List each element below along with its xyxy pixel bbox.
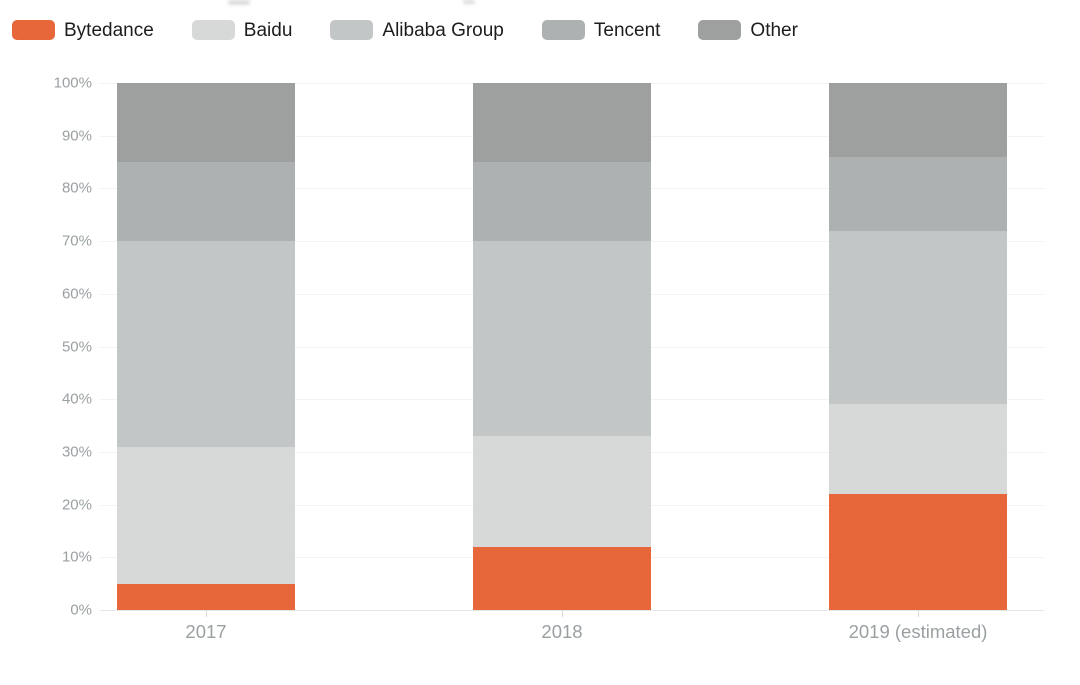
- y-axis-tick-label: 50%: [61, 338, 92, 355]
- legend-swatch-other: [698, 20, 742, 40]
- legend-item-baidu: Baidu: [191, 19, 293, 41]
- y-axis-tick-label: 20%: [61, 496, 92, 514]
- x-axis-label-2019-estimated: 2019 (estimated): [848, 621, 988, 642]
- bar-segment-other: [829, 83, 1007, 157]
- bar-segment-baidu: [117, 446, 295, 584]
- bar-segment-tencent: [473, 162, 651, 242]
- x-axis-label-2017: 2017: [185, 621, 227, 642]
- bar-segment-tencent: [829, 156, 1007, 231]
- bar-segment-bytedance: [829, 494, 1007, 610]
- y-axis-tick-label: 100%: [53, 74, 92, 92]
- legend-label: Tencent: [593, 19, 661, 41]
- x-axis-tick: [206, 611, 207, 617]
- y-axis-tick-label: 90%: [61, 127, 92, 145]
- bar-segment-alibaba-group: [829, 230, 1007, 405]
- bar-segment-baidu: [473, 436, 651, 547]
- legend-label: Baidu: [243, 19, 293, 41]
- legend-item-bytedance: Bytedance: [12, 20, 154, 40]
- y-axis-tick-label: 60%: [61, 285, 92, 303]
- legend-swatch-tencent: [541, 20, 585, 40]
- y-axis-tick-label: 80%: [61, 179, 92, 197]
- bar-segment-alibaba-group: [117, 241, 295, 447]
- y-axis-tick-label: 30%: [61, 443, 92, 461]
- bar-segment-bytedance: [473, 546, 651, 610]
- bar-segment-other: [473, 83, 651, 163]
- bar-segment-other: [117, 83, 295, 163]
- legend-swatch-alibaba-group: [330, 20, 374, 40]
- legend-item-tencent: Tencent: [541, 19, 661, 41]
- bar-segment-alibaba-group: [473, 241, 651, 437]
- bar-segment-tencent: [117, 162, 295, 242]
- y-axis-tick-label: 0%: [70, 601, 92, 619]
- y-axis-tick-label: 10%: [61, 548, 92, 566]
- legend-swatch-baidu: [191, 20, 235, 40]
- x-axis-tick: [562, 611, 563, 617]
- legend-label: Bytedance: [64, 19, 154, 41]
- y-axis-tick-label: 70%: [61, 232, 92, 250]
- chart-legend: Bytedance Baidu Alibaba Group Tencent Other: [12, 20, 798, 40]
- legend-label: Other: [750, 19, 798, 41]
- legend-item-other: Other: [698, 20, 798, 40]
- bar-segment-bytedance: [117, 583, 295, 610]
- legend-swatch-bytedance: [12, 20, 55, 40]
- x-axis-tick: [918, 611, 919, 617]
- x-axis-label-2018: 2018: [541, 621, 583, 642]
- legend-item-alibaba-group: Alibaba Group: [330, 19, 504, 41]
- cropped-title-remnant: [463, 0, 475, 4]
- legend-label: Alibaba Group: [382, 19, 504, 41]
- y-axis-tick-label: 40%: [61, 390, 92, 408]
- cropped-title-remnant: [228, 0, 250, 5]
- x-axis-line: [100, 610, 1044, 611]
- bar-segment-baidu: [829, 404, 1007, 495]
